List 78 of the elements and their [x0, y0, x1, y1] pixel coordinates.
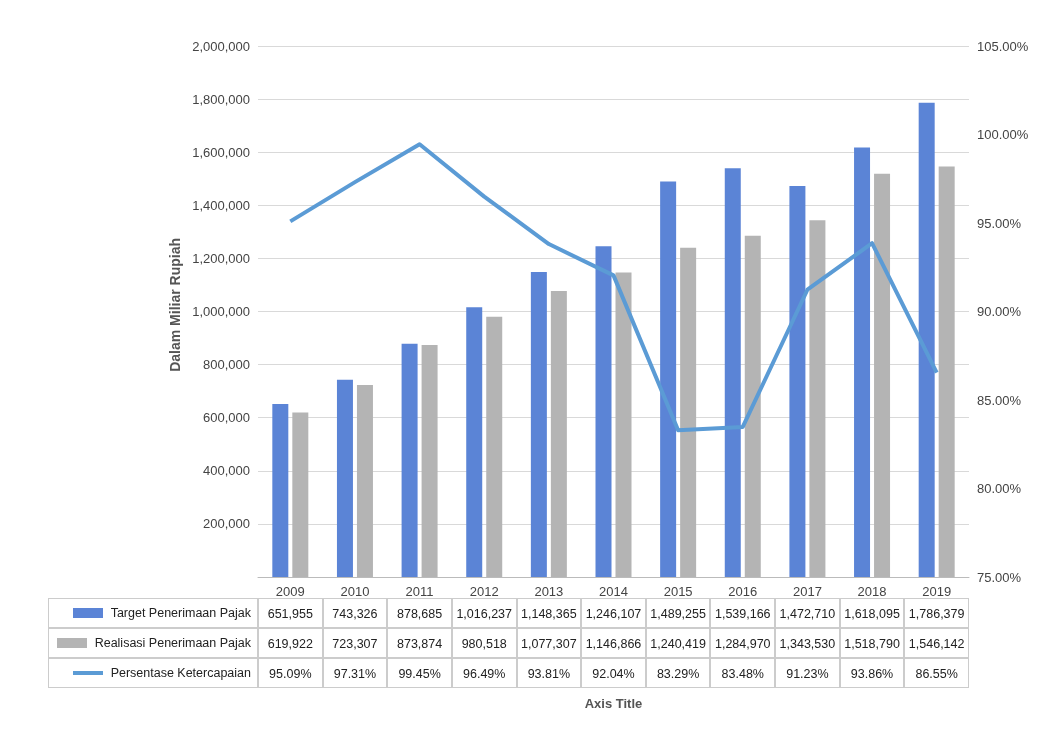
data-label: 1,284,970: [710, 628, 776, 658]
y-tick-label: 200,000: [203, 516, 250, 532]
x-tick-label: 2019: [922, 584, 952, 599]
x-tick-label: 2009: [275, 584, 305, 599]
y-tick-label: 800,000: [203, 357, 250, 373]
data-label: 1,489,255: [645, 598, 711, 628]
bar: [660, 181, 677, 577]
data-label: 619,922: [258, 628, 323, 658]
bar: [724, 168, 741, 577]
bar: [789, 186, 806, 577]
y2-tick-label: 85.00%: [977, 392, 1022, 408]
data-label: 651,955: [258, 598, 323, 628]
x-tick-label: 2018: [857, 584, 887, 599]
legend-label: Persentase Ketercapaian: [110, 665, 251, 682]
x-tick-label: 2016: [728, 584, 758, 599]
data-label: 1,016,237: [451, 598, 517, 628]
text: Axis Title: [583, 696, 644, 711]
data-label: 1,546,142: [904, 628, 969, 658]
y2-tick-label: 90.00%: [977, 304, 1022, 319]
data-label: 878,685: [387, 598, 452, 628]
y2-tick-label: 105.00%: [977, 38, 1029, 54]
data-label: 1,146,866: [581, 628, 646, 658]
data-label: 873,874: [387, 628, 452, 658]
data-label: 83.29%: [645, 658, 711, 688]
y-tick-label: 400,000: [203, 463, 250, 479]
data-label: 980,518: [451, 628, 517, 658]
y-tick-label: 2,000,000: [192, 38, 250, 54]
line-series: [288, 142, 939, 433]
x-tick-label: 2015: [663, 584, 693, 599]
bar: [336, 379, 353, 577]
x-tick-label: 2012: [469, 584, 499, 599]
data-label: 96.49%: [451, 658, 517, 688]
data-label: 99.45%: [387, 658, 452, 688]
y2-tick-label: 75.00%: [977, 569, 1022, 585]
data-label: 95.09%: [258, 658, 323, 688]
data-label: 1,240,419: [645, 628, 711, 658]
bar: [530, 272, 547, 577]
data-label: 1,518,790: [839, 628, 905, 658]
data-label: 1,343,530: [775, 628, 840, 658]
y-tick-label: 600,000: [203, 410, 250, 426]
data-label: 97.31%: [322, 658, 388, 688]
bar: [918, 102, 935, 577]
x-tick-label: 2010: [340, 584, 370, 599]
x-tick-label: 2017: [792, 584, 822, 599]
data-label: 91.23%: [775, 658, 840, 688]
x-tick-label: 2014: [599, 584, 628, 599]
y-tick-label: 1,800,000: [192, 91, 250, 107]
x-tick-label: 2011: [405, 584, 434, 599]
data-label: 92.04%: [581, 658, 646, 688]
data-label: 93.81%: [516, 658, 582, 688]
y2-tick-label: 100.00%: [977, 127, 1029, 142]
data-label: 93.86%: [839, 658, 905, 688]
y-tick-label: 1,400,000: [192, 197, 250, 213]
data-label: 743,326: [322, 598, 388, 628]
bar: [272, 403, 289, 577]
y-axis-title: Dalam Miliar Rupiah: [167, 237, 183, 372]
data-label: 1,246,107: [581, 598, 646, 628]
legend-label: Realisasi Penerimaan Pajak: [94, 635, 251, 652]
bar: [854, 147, 871, 577]
legend-label: Target Penerimaan Pajak: [110, 605, 251, 622]
data-label: 1,148,365: [516, 598, 582, 628]
y-tick-label: 1,200,000: [192, 250, 250, 266]
y2-tick-label: 95.00%: [977, 215, 1022, 231]
data-label: 723,307: [322, 628, 388, 658]
y-tick-label: 1,600,000: [192, 144, 250, 160]
data-label: 1,472,710: [775, 598, 840, 628]
data-label: 83.48%: [710, 658, 776, 688]
y2-tick-label: 80.00%: [977, 481, 1022, 496]
x-tick-label: 2013: [534, 584, 564, 599]
data-label: 1,618,095: [839, 598, 905, 628]
bar: [595, 246, 612, 577]
data-label: 86.55%: [904, 658, 969, 688]
data-label: 1,786,379: [904, 598, 969, 628]
bar: [466, 307, 483, 577]
data-label: 1,077,307: [516, 628, 582, 658]
data-label: 1,539,166: [710, 598, 776, 628]
bar: [401, 343, 418, 577]
y-tick-label: 1,000,000: [192, 304, 250, 319]
